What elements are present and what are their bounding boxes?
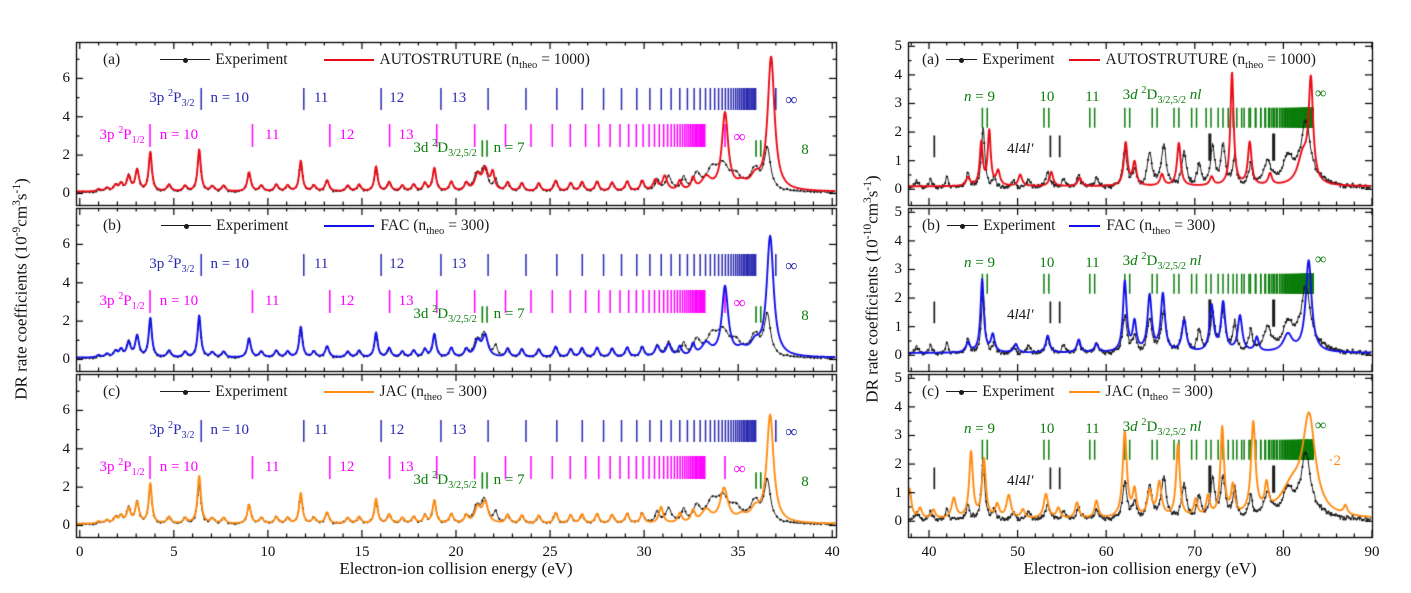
figure-canvas: [0, 0, 1411, 593]
dr-rate-figure: Electron-ion collision energy (eV) Elect…: [0, 0, 1411, 593]
